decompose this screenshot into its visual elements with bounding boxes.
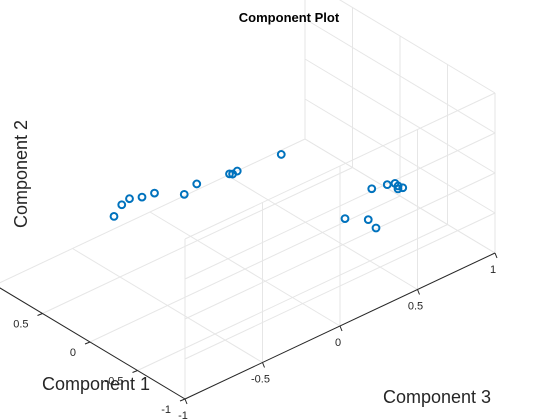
data-point [117,200,127,210]
x-tick-mark [37,313,43,316]
y-tick-mark [262,362,265,368]
x-tick-label: -1 [161,404,171,416]
data-point [371,223,381,233]
x-tick-label: 0 [70,347,76,359]
y-tick-mark [184,398,188,405]
floor-gridline-y [227,175,418,290]
x-tick-mark [132,370,138,373]
wall-gridline-z [184,132,496,280]
chart-title: Component Plot [239,10,340,25]
y-tick-label: -1 [178,410,188,420]
data-point [137,192,147,202]
data-point [393,184,403,194]
wall-gridline-z [184,172,496,320]
wall-gridline-z [339,0,496,94]
data-point [232,166,242,176]
data-point [398,183,408,193]
floor-gridline-x [0,138,306,284]
data-point [150,188,159,198]
x-tick-mark [84,341,91,345]
y-tick-label: -0.5 [251,374,270,386]
z-axis-label: Component 2 [11,120,31,228]
y-tick-mark [494,252,498,259]
data-point [179,189,189,199]
grid-layer [0,0,496,400]
data-point [225,169,234,179]
data-point [367,184,377,194]
y-tick-label: 0 [335,337,341,349]
x-tick-mark [179,398,186,402]
points-layer [109,150,408,233]
x-tick-label: -0.5 [105,376,124,388]
x-axis-label: Component 1 [42,374,150,394]
wall-gridline-z [304,18,496,134]
floor-gridline-y [149,211,341,327]
ticks-layer: -1-0.500.51-1-0.500.51-1-0.500.51 [13,252,498,420]
data-point [192,179,202,189]
data-point [382,180,392,190]
data-point [363,215,373,225]
wall-gridline-z [304,58,496,174]
data-point [109,212,119,221]
data-point [276,150,286,159]
y-tick-mark [339,325,343,332]
floor-gridline-y [72,248,263,363]
data-point [393,181,403,191]
data-point [125,194,134,204]
wall-gridline-z [304,138,496,254]
y-tick-mark [417,289,420,295]
y-tick-label: 1 [490,264,496,276]
x-tick-label: 0.5 [13,319,28,331]
y-tick-label: 0.5 [408,301,423,313]
y-axis-label: Component 3 [383,387,491,407]
wall-gridline-z [304,98,496,214]
wall-gridline-z [184,212,496,360]
data-point [340,214,350,224]
wall-gridline-z [184,92,496,240]
